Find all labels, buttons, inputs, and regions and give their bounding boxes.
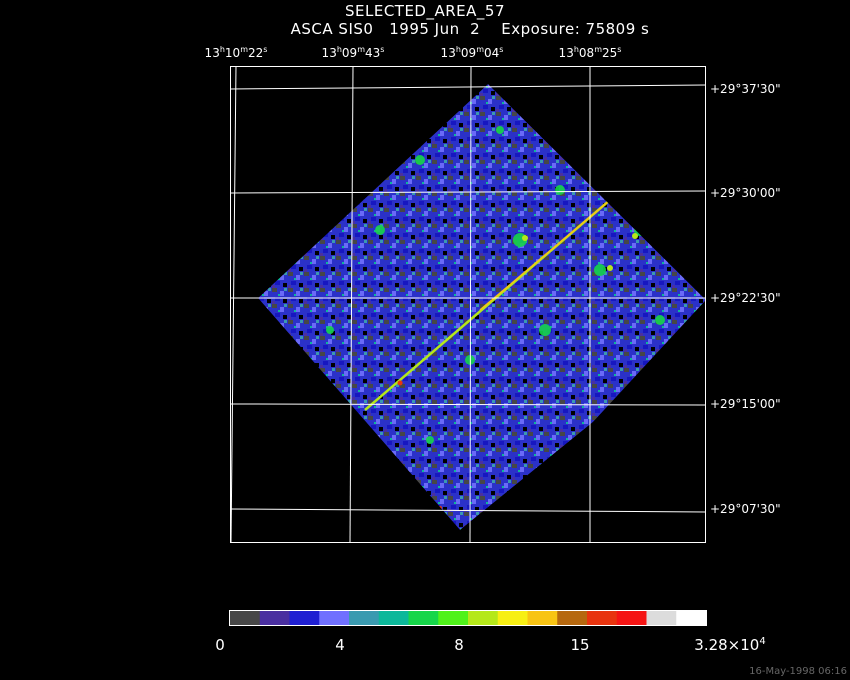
colorbar-label: 15 [570, 636, 590, 654]
dec-tick-label: +29°15'00" [710, 397, 781, 411]
colorbar [229, 610, 707, 626]
colorbar-swatch [676, 611, 707, 625]
colorbar-label: 4 [335, 636, 345, 654]
ra-tick-label: 13h10m22s [204, 45, 268, 60]
xray-image [258, 84, 706, 530]
colorbar-swatch [616, 611, 647, 625]
coordinate-grid [229, 65, 707, 544]
colorbar-swatch [587, 611, 618, 625]
colorbar-swatch [468, 611, 499, 625]
dec-tick-label: +29°37'30" [710, 82, 781, 96]
image-title: SELECTED_AREA_57 [344, 2, 505, 20]
image-subtitle: ASCA SIS0 1995 Jun 2 Exposure: 75809 s [290, 20, 650, 38]
timestamp: 16-May-1998 06:16 [749, 666, 847, 677]
colorbar-swatch [527, 611, 558, 625]
colorbar-swatch [378, 611, 409, 625]
colorbar-swatch [259, 611, 290, 625]
dec-tick-label: +29°07'30" [710, 502, 781, 516]
colorbar-swatch [289, 611, 320, 625]
colorbar-swatch [557, 611, 588, 625]
ra-tick-label: 13h09m04s [440, 45, 504, 60]
colorbar-swatch [438, 611, 469, 625]
ra-tick-label: 13h08m25s [558, 45, 622, 60]
colorbar-swatch [646, 611, 677, 625]
ra-tick-label: 13h09m43s [321, 45, 385, 60]
colorbar-swatch [319, 611, 350, 625]
colorbar-max-label: 3.28×104 [694, 636, 766, 654]
colorbar-swatch [230, 611, 261, 625]
colorbar-label: 0 [215, 636, 225, 654]
colorbar-label: 8 [454, 636, 464, 654]
dec-tick-label: +29°30'00" [710, 186, 781, 200]
colorbar-swatch [408, 611, 439, 625]
dec-tick-label: +29°22'30" [710, 291, 781, 305]
colorbar-swatch [349, 611, 380, 625]
colorbar-border [229, 610, 707, 626]
colorbar-swatch [497, 611, 528, 625]
